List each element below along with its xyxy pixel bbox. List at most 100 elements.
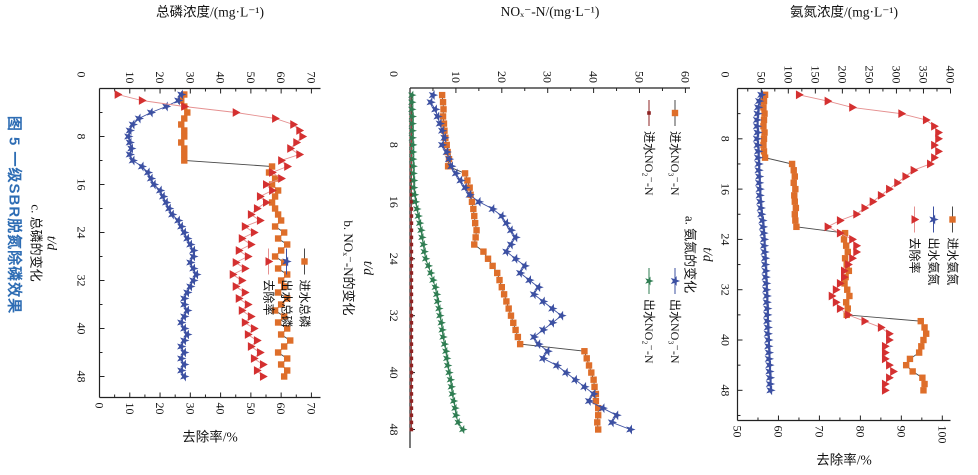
svg-text:30: 30	[183, 402, 197, 414]
chart-a-svg: 0 8 16 24 32 40 48 50 100 150 200 250 300 350 400 50 60 7…	[682, 4, 960, 467]
tick-labels: 0 8 16 24 32 40 48 50 100 150 200 250 300 350 400 50 60 7…	[718, 65, 957, 443]
svg-text:48: 48	[387, 424, 401, 436]
svg-text:150: 150	[808, 65, 822, 83]
chart-b-svg: 0 8 16 24 32 40 48 10 20 30 40 50 60 NOₓ⁻-N/(mg·L⁻¹) t…	[341, 4, 692, 448]
x-axis-title: t/d	[700, 247, 715, 262]
svg-text:40: 40	[718, 334, 732, 346]
svg-text:60: 60	[771, 425, 785, 437]
svg-text:32: 32	[718, 283, 732, 295]
svg-text:出水NO₂⁻-N: 出水NO₂⁻-N	[642, 299, 656, 364]
svg-text:出水NO₃⁻-N: 出水NO₃⁻-N	[668, 299, 682, 364]
axes	[736, 87, 950, 421]
svg-text:48: 48	[718, 384, 732, 396]
y-axis-title: 总磷浓度/(mg·L⁻¹)	[156, 4, 264, 19]
svg-text:20: 20	[495, 71, 509, 83]
series-c-1	[123, 89, 202, 381]
svg-text:0: 0	[387, 71, 401, 77]
svg-text:进水NO₃⁻-N: 进水NO₃⁻-N	[668, 131, 682, 196]
legend-b: 进水NO₃⁻-N 出水NO₃⁻-N 进水NO₂⁻-N 出水NO₂⁻-N	[642, 100, 682, 364]
svg-text:40: 40	[213, 71, 227, 83]
svg-text:70: 70	[304, 402, 318, 414]
svg-text:80: 80	[853, 425, 867, 437]
tick-labels: 0 8 16 24 32 40 48 10 20 30 40 50 60 70 0 10 20 30 40 50 60 7…	[74, 71, 318, 414]
svg-text:90: 90	[894, 425, 908, 437]
y2-axis-title: 去除率/%	[182, 428, 238, 444]
subplot-caption: a. 氨氮的变化	[682, 215, 697, 292]
x-axis-title: t/d	[361, 261, 376, 276]
svg-text:0: 0	[92, 402, 106, 408]
chart-a-rotated: 0 8 16 24 32 40 48 50 100 150 200 250 300 350 400 50 60 7…	[660, 0, 978, 475]
chart-c-rotated: 0 8 16 24 32 40 48 10 20 30 40 50 60 70 0 10 20 30 40 50 60 7…	[0, 0, 326, 475]
series-a-2	[795, 89, 943, 395]
chart-b-rotated: 0 8 16 24 32 40 48 10 20 30 40 50 60 NOₓ⁻-N/(mg·L⁻¹) t…	[326, 0, 695, 475]
svg-text:32: 32	[74, 274, 88, 286]
svg-text:16: 16	[718, 183, 732, 195]
svg-text:24: 24	[387, 253, 401, 265]
subplot-caption: c. 总磷的变化	[28, 204, 43, 281]
subplot-caption: b. NOₓ⁻-N的变化	[341, 220, 356, 315]
svg-text:32: 32	[387, 310, 401, 322]
y-axis-title: 氨氮浓度/(mg·L⁻¹)	[790, 4, 898, 19]
svg-text:进水氨氮: 进水氨氮	[945, 237, 960, 285]
svg-text:30: 30	[183, 71, 197, 83]
svg-text:40: 40	[587, 71, 601, 83]
svg-text:去除率: 去除率	[261, 279, 276, 315]
svg-text:去除率: 去除率	[907, 237, 922, 273]
svg-text:60: 60	[274, 402, 288, 414]
series-a-0	[759, 91, 929, 394]
svg-text:8: 8	[74, 133, 88, 139]
svg-text:350: 350	[916, 65, 930, 83]
svg-text:70: 70	[304, 71, 318, 83]
y-axis-title: NOₓ⁻-N/(mg·L⁻¹)	[501, 4, 600, 19]
svg-text:50: 50	[730, 425, 744, 437]
svg-text:40: 40	[213, 402, 227, 414]
svg-text:50: 50	[243, 402, 257, 414]
svg-text:10: 10	[122, 71, 136, 83]
chart-b-block: 0 8 16 24 32 40 48 10 20 30 40 50 60 NOₓ⁻-N/(mg·L⁻¹) t…	[326, 0, 695, 475]
svg-text:0: 0	[74, 71, 88, 77]
series-b-3	[408, 90, 468, 434]
svg-text:8: 8	[718, 135, 732, 141]
svg-text:10: 10	[122, 402, 136, 414]
series-c-2	[114, 89, 307, 381]
svg-text:50: 50	[754, 71, 768, 83]
svg-text:70: 70	[812, 425, 826, 437]
svg-text:8: 8	[387, 142, 401, 148]
svg-text:30: 30	[541, 71, 555, 83]
svg-text:100: 100	[935, 425, 949, 443]
svg-text:进水NO₂⁻-N: 进水NO₂⁻-N	[642, 131, 656, 196]
svg-text:60: 60	[678, 71, 692, 83]
svg-text:50: 50	[633, 71, 647, 83]
y2-axis-title: 去除率/%	[816, 451, 872, 467]
svg-text:300: 300	[889, 65, 903, 83]
svg-text:100: 100	[781, 65, 795, 83]
chart-a-block: 0 8 16 24 32 40 48 50 100 150 200 250 300 350 400 50 60 7…	[660, 0, 978, 475]
svg-text:24: 24	[74, 226, 88, 238]
x-axis-title: t/d	[44, 235, 59, 250]
svg-text:40: 40	[387, 367, 401, 379]
svg-text:50: 50	[243, 71, 257, 83]
chart-c-svg: 0 8 16 24 32 40 48 10 20 30 40 50 60 70 0 10 20 30 40 50 60 7…	[28, 4, 320, 444]
svg-text:16: 16	[74, 178, 88, 190]
svg-text:24: 24	[718, 233, 732, 245]
svg-text:250: 250	[862, 65, 876, 83]
svg-text:出水总磷: 出水总磷	[279, 279, 294, 327]
svg-text:200: 200	[835, 65, 849, 83]
svg-text:出水氨氮: 出水氨氮	[926, 237, 941, 285]
svg-text:40: 40	[74, 322, 88, 334]
chart-c-block: 0 8 16 24 32 40 48 10 20 30 40 50 60 70 0 10 20 30 40 50 60 7…	[0, 0, 326, 475]
series-c-0	[177, 90, 293, 380]
svg-text:20: 20	[153, 71, 167, 83]
svg-text:进水总磷: 进水总磷	[297, 279, 312, 327]
svg-text:60: 60	[274, 71, 288, 83]
tick-labels: 0 8 16 24 32 40 48 10 20 30 40 50 60	[387, 71, 692, 436]
svg-text:10: 10	[449, 71, 463, 83]
series-b-1	[426, 90, 636, 435]
svg-text:20: 20	[153, 402, 167, 414]
axes	[98, 87, 320, 398]
svg-text:0: 0	[718, 71, 732, 77]
svg-text:400: 400	[943, 65, 957, 83]
